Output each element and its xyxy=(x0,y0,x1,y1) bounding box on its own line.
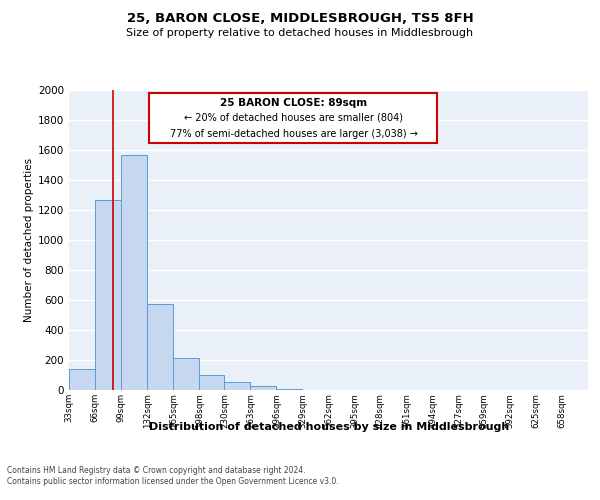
Text: 77% of semi-detached houses are larger (3,038) →: 77% of semi-detached houses are larger (… xyxy=(170,128,418,138)
Bar xyxy=(277,388,302,390)
Text: 25 BARON CLOSE: 89sqm: 25 BARON CLOSE: 89sqm xyxy=(220,98,367,108)
Text: ← 20% of detached houses are smaller (804): ← 20% of detached houses are smaller (80… xyxy=(184,113,403,122)
Bar xyxy=(95,200,121,390)
Bar xyxy=(147,304,173,390)
Bar xyxy=(121,154,147,390)
Text: Distribution of detached houses by size in Middlesbrough: Distribution of detached houses by size … xyxy=(149,422,509,432)
Text: 25, BARON CLOSE, MIDDLESBROUGH, TS5 8FH: 25, BARON CLOSE, MIDDLESBROUGH, TS5 8FH xyxy=(127,12,473,26)
Bar xyxy=(250,386,277,390)
Bar xyxy=(69,369,95,390)
Y-axis label: Number of detached properties: Number of detached properties xyxy=(24,158,34,322)
Text: Size of property relative to detached houses in Middlesbrough: Size of property relative to detached ho… xyxy=(127,28,473,38)
Text: Contains public sector information licensed under the Open Government Licence v3: Contains public sector information licen… xyxy=(7,478,339,486)
Bar xyxy=(224,382,250,390)
Bar xyxy=(173,358,199,390)
Text: Contains HM Land Registry data © Crown copyright and database right 2024.: Contains HM Land Registry data © Crown c… xyxy=(7,466,306,475)
Bar xyxy=(199,375,224,390)
FancyBboxPatch shape xyxy=(149,93,437,142)
